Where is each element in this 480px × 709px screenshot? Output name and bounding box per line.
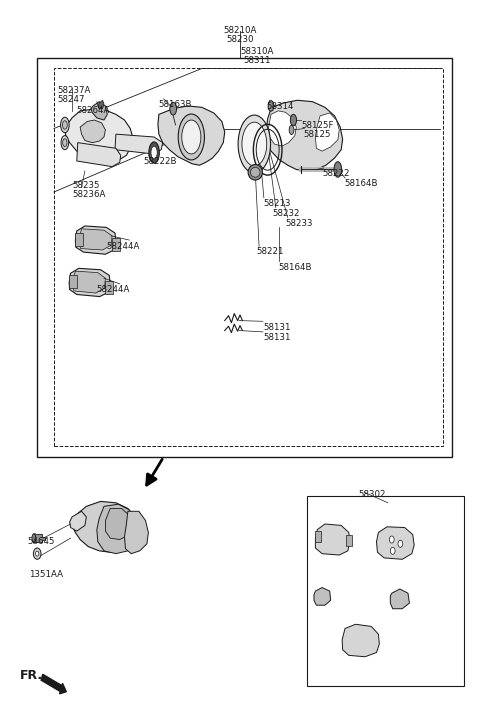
Text: 1351AA: 1351AA [29, 570, 63, 579]
Text: 58314: 58314 [266, 101, 294, 111]
Text: 58236A: 58236A [72, 190, 106, 199]
Polygon shape [315, 113, 339, 151]
Text: 58131: 58131 [263, 333, 290, 342]
Polygon shape [69, 268, 110, 296]
Ellipse shape [32, 534, 36, 542]
Ellipse shape [149, 142, 159, 163]
Text: 58222B: 58222B [144, 157, 177, 166]
Polygon shape [390, 589, 409, 609]
Polygon shape [79, 229, 112, 250]
Polygon shape [80, 120, 106, 143]
Polygon shape [315, 524, 350, 555]
Polygon shape [106, 508, 131, 540]
Polygon shape [158, 106, 225, 165]
Text: 58247: 58247 [58, 94, 85, 104]
Ellipse shape [178, 114, 204, 160]
Text: 58222: 58222 [322, 169, 349, 179]
Bar [307, 496, 464, 686]
Polygon shape [34, 534, 45, 542]
Ellipse shape [398, 540, 403, 547]
Ellipse shape [290, 114, 297, 125]
Bar [54, 69, 443, 446]
Polygon shape [77, 143, 120, 167]
Polygon shape [72, 501, 139, 552]
Ellipse shape [390, 547, 395, 554]
Ellipse shape [251, 167, 260, 177]
Ellipse shape [242, 122, 267, 166]
Text: 58311: 58311 [243, 57, 270, 65]
Text: 58244A: 58244A [97, 285, 130, 294]
Polygon shape [69, 275, 77, 288]
Polygon shape [115, 134, 163, 154]
Text: 58264A: 58264A [77, 106, 110, 115]
Polygon shape [75, 226, 116, 255]
Bar [37, 58, 452, 457]
Polygon shape [64, 108, 132, 162]
Polygon shape [75, 233, 83, 246]
Polygon shape [112, 238, 120, 251]
Ellipse shape [389, 536, 394, 543]
Text: 58210A: 58210A [223, 26, 257, 35]
Ellipse shape [61, 135, 69, 150]
Text: 58235: 58235 [72, 182, 99, 191]
Polygon shape [72, 271, 106, 293]
Polygon shape [91, 101, 108, 120]
Polygon shape [266, 100, 343, 171]
Polygon shape [342, 625, 379, 657]
Polygon shape [98, 100, 104, 108]
FancyArrow shape [41, 674, 66, 694]
Text: 58164B: 58164B [344, 179, 378, 189]
Ellipse shape [238, 115, 271, 173]
Polygon shape [269, 111, 296, 146]
Polygon shape [70, 511, 86, 531]
Ellipse shape [62, 121, 67, 129]
Ellipse shape [268, 101, 274, 111]
Text: 58230: 58230 [226, 35, 254, 44]
Polygon shape [97, 504, 137, 554]
Text: 58232: 58232 [273, 209, 300, 218]
Ellipse shape [334, 162, 342, 177]
Ellipse shape [63, 139, 67, 147]
Text: 58125: 58125 [303, 130, 331, 139]
Text: 58237A: 58237A [58, 86, 91, 95]
Polygon shape [376, 527, 414, 559]
Text: 58244A: 58244A [107, 242, 140, 250]
Polygon shape [314, 588, 331, 605]
Ellipse shape [289, 125, 294, 135]
Ellipse shape [182, 120, 201, 154]
Polygon shape [346, 535, 352, 546]
Text: 58131: 58131 [263, 323, 290, 332]
Ellipse shape [60, 117, 69, 133]
Ellipse shape [151, 146, 157, 159]
Text: 58164B: 58164B [278, 263, 312, 272]
Text: 58310A: 58310A [240, 48, 274, 56]
Text: 58213: 58213 [263, 199, 290, 208]
Text: 54645: 54645 [28, 537, 55, 546]
Ellipse shape [34, 548, 41, 559]
Text: 58221: 58221 [257, 247, 284, 256]
Ellipse shape [248, 164, 263, 180]
Text: 58302: 58302 [359, 490, 386, 499]
Text: FR.: FR. [20, 669, 43, 682]
Polygon shape [124, 511, 148, 554]
Text: 58163B: 58163B [159, 100, 192, 109]
Polygon shape [315, 531, 321, 542]
Ellipse shape [170, 102, 177, 115]
Polygon shape [106, 281, 113, 294]
Text: 58125F: 58125F [301, 121, 334, 130]
Text: 58233: 58233 [285, 219, 313, 228]
Ellipse shape [36, 551, 39, 556]
